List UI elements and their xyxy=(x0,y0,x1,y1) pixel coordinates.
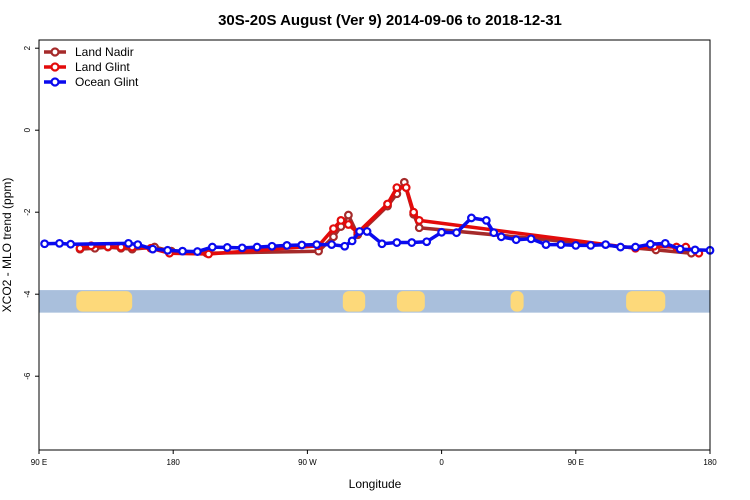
data-point xyxy=(329,232,338,242)
map-strip xyxy=(39,290,710,313)
y-tick-label: -2 xyxy=(23,208,32,216)
x-axis-label: Longitude xyxy=(349,477,402,491)
data-point xyxy=(467,213,476,223)
legend-marker xyxy=(50,77,60,87)
y-axis: 2 0 -2 -4 -6 xyxy=(23,45,39,380)
x-tick-label: 90 W xyxy=(298,458,317,467)
land-region xyxy=(626,291,666,312)
data-point xyxy=(409,207,419,217)
data-point xyxy=(392,183,402,193)
data-point xyxy=(586,241,596,250)
land-region xyxy=(396,291,425,312)
data-point xyxy=(344,220,353,229)
data-point xyxy=(237,243,247,253)
data-point xyxy=(571,241,581,250)
data-point xyxy=(377,239,387,249)
x-tick-label: 90 E xyxy=(568,458,584,467)
data-point xyxy=(383,199,392,209)
data-point xyxy=(336,215,346,225)
series-line xyxy=(44,216,711,254)
data-point xyxy=(163,245,173,255)
data-point xyxy=(675,244,685,254)
y-tick-label: 0 xyxy=(23,127,32,132)
x-tick-label: 180 xyxy=(703,458,717,467)
data-point xyxy=(297,240,307,250)
data-point xyxy=(422,237,432,247)
data-point xyxy=(481,215,491,225)
data-point xyxy=(133,240,143,249)
data-point xyxy=(347,236,357,246)
data-point xyxy=(437,227,447,237)
data-point xyxy=(124,238,133,248)
data-point xyxy=(312,240,322,249)
land-region xyxy=(76,291,133,312)
data-point xyxy=(55,238,64,248)
data-point xyxy=(414,223,424,233)
x-tick-label: 180 xyxy=(167,458,181,467)
data-point xyxy=(660,238,670,248)
data-point xyxy=(631,242,640,252)
y-axis-label: XCO2 - MLO trend (ppm) xyxy=(0,178,14,313)
data-point xyxy=(690,245,700,255)
data-point xyxy=(392,238,402,247)
data-point xyxy=(207,242,217,252)
legend-entry: Land Nadir xyxy=(44,45,134,59)
land-region xyxy=(510,291,524,312)
data-point xyxy=(616,242,625,252)
chart-title: 30S-20S August (Ver 9) 2014-09-06 to 201… xyxy=(218,12,562,29)
data-point xyxy=(222,243,232,252)
data-point xyxy=(282,241,292,250)
data-point xyxy=(148,244,158,254)
x-tick-label: 0 xyxy=(439,458,444,467)
data-point xyxy=(407,238,417,247)
y-tick-label: -4 xyxy=(23,290,32,298)
legend-label: Land Nadir xyxy=(75,45,134,59)
data-point xyxy=(252,242,262,252)
data-point xyxy=(204,249,214,259)
data-point xyxy=(362,227,372,236)
legend-marker xyxy=(50,47,60,57)
data-point xyxy=(329,224,338,234)
legend-label: Land Glint xyxy=(75,60,130,74)
legend-entry: Land Glint xyxy=(44,60,130,74)
legend-label: Ocean Glint xyxy=(75,75,139,89)
data-point xyxy=(267,241,277,251)
data-point xyxy=(511,235,521,245)
data-point xyxy=(355,227,364,236)
data-point xyxy=(489,228,499,238)
data-point xyxy=(75,243,85,253)
legend-entry: Ocean Glint xyxy=(44,75,139,89)
x-axis: 90 E 180 90 W 0 90 E 180 xyxy=(31,450,717,467)
ocean-band xyxy=(39,290,710,313)
data-point xyxy=(541,240,551,249)
data-point xyxy=(556,240,566,249)
data-point xyxy=(340,241,350,251)
x-tick-label: 90 E xyxy=(31,458,47,467)
data-point xyxy=(526,234,536,244)
data-point xyxy=(40,239,49,249)
y-tick-label: 2 xyxy=(23,45,32,50)
series-layer xyxy=(40,177,715,259)
data-point xyxy=(193,247,202,256)
data-point xyxy=(414,215,424,225)
data-point xyxy=(66,239,76,249)
y-tick-label: -6 xyxy=(23,372,32,380)
data-point xyxy=(452,228,461,238)
plot-frame xyxy=(38,39,711,451)
land-region xyxy=(342,291,366,312)
data-point xyxy=(401,183,411,193)
data-point xyxy=(496,232,506,242)
data-point xyxy=(601,240,611,249)
data-point xyxy=(327,240,337,249)
data-point xyxy=(645,239,655,249)
data-point xyxy=(344,210,353,220)
data-point xyxy=(178,246,187,256)
legend-marker xyxy=(50,62,60,72)
